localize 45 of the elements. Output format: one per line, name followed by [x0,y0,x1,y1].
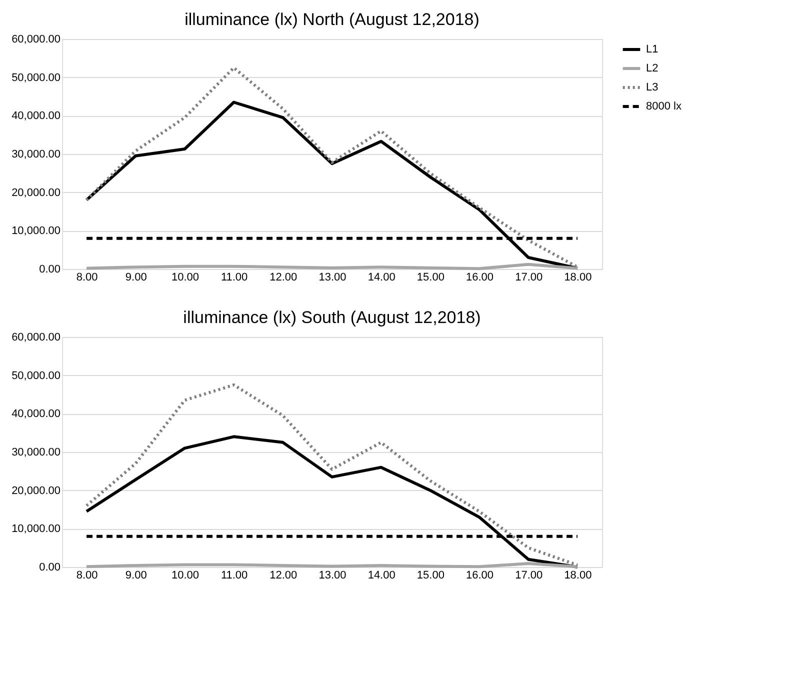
y-tick-label: 30,000.00 [12,446,60,458]
x-tick-label: 16.00 [466,272,494,284]
y-tick-label: 60,000.00 [12,332,60,344]
x-tick-label: 10.00 [171,570,199,582]
y-tick-label: 50,000.00 [12,370,60,382]
y-tick-label: 40,000.00 [12,408,60,420]
chart-title: illuminance (lx) South (August 12,2018) [183,308,481,327]
legend-label: L1 [646,44,658,56]
x-tick-label: 14.00 [368,272,396,284]
x-tick-label: 18.00 [564,272,592,284]
x-tick-label: 15.00 [416,570,444,582]
x-tick-label: 17.00 [515,570,543,582]
y-tick-label: 40,000.00 [12,110,60,122]
x-tick-label: 14.00 [368,570,396,582]
x-tick-label: 17.00 [515,272,543,284]
x-tick-label: 9.00 [125,570,147,582]
x-tick-label: 10.00 [171,272,199,284]
y-tick-label: 10,000.00 [12,225,60,238]
line-series [85,66,579,269]
y-tick-label: 0.00 [39,562,60,574]
x-tick-label: 11.00 [220,570,248,582]
x-tick-label: 8.00 [76,272,98,284]
x-tick-label: 13.00 [318,570,346,582]
legend-label: L2 [646,62,658,74]
x-tick-label: 15.00 [416,272,444,284]
y-tick-label: 0.00 [39,264,60,276]
chart-title: illuminance (lx) North (August 12,2018) [184,10,480,29]
x-tick-label: 18.00 [564,570,592,582]
x-tick-label: 9.00 [125,272,147,284]
legend-label: L3 [646,82,658,94]
x-tick-label: 12.00 [270,570,298,582]
x-tick-label: 13.00 [318,272,346,284]
y-tick-label: 30,000.00 [12,148,60,160]
x-tick-label: 11.00 [220,272,248,284]
y-tick-label: 60,000.00 [12,34,60,46]
x-tick-label: 12.00 [270,272,298,284]
y-tick-label: 10,000.00 [12,523,60,536]
y-tick-label: 50,000.00 [12,72,60,84]
line-series [85,383,579,567]
x-tick-label: 16.00 [466,570,494,582]
y-tick-label: 20,000.00 [12,186,60,199]
y-tick-label: 20,000.00 [12,484,60,497]
line-series [85,435,579,568]
legend-label: 8000 lx [646,100,682,112]
x-tick-label: 8.00 [76,570,98,582]
